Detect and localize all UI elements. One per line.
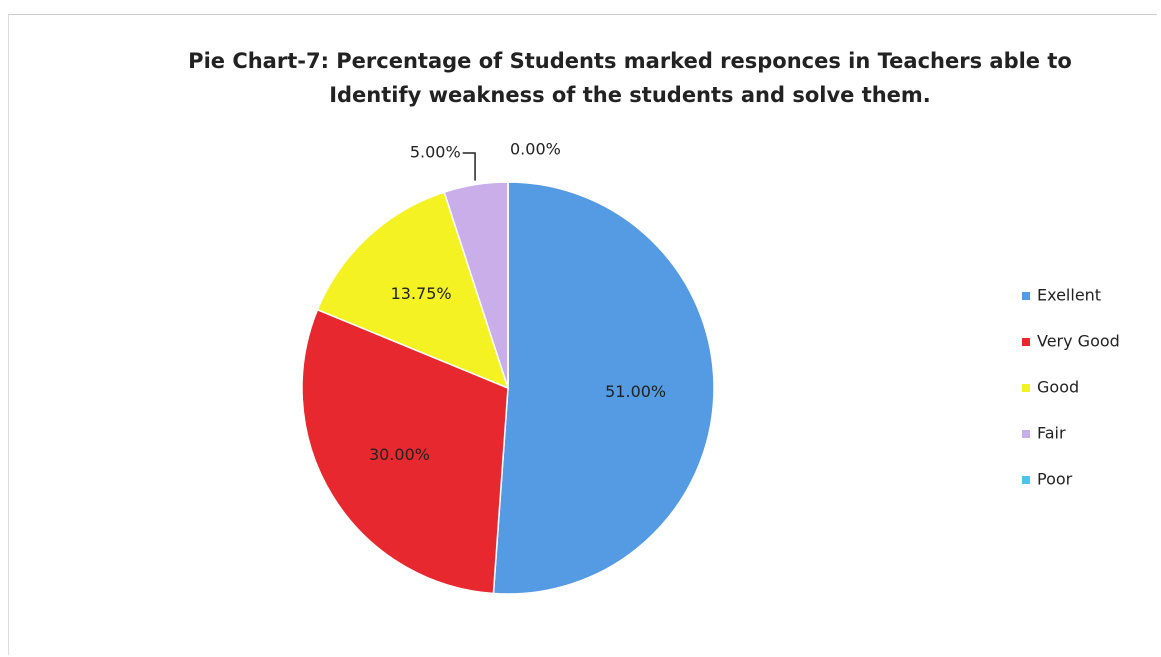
leader-line: [462, 152, 476, 181]
data-label: 5.00%: [410, 142, 461, 161]
frame: [8, 14, 1157, 655]
data-label: 51.00%: [605, 382, 666, 401]
legend-label: Very Good: [1037, 332, 1120, 351]
legend-swatch: [1022, 292, 1030, 300]
pie-slice: [492, 181, 715, 595]
legend-label: Exellent: [1037, 286, 1101, 305]
pie-slice: [301, 308, 509, 595]
data-label: 0.00%: [510, 140, 561, 159]
data-label: 13.75%: [391, 284, 452, 303]
data-label: 30.00%: [369, 445, 430, 464]
legend-swatch: [1022, 338, 1030, 346]
pie-slice: [316, 191, 510, 390]
legend-label: Fair: [1037, 424, 1066, 443]
legend-swatch: [1022, 384, 1030, 392]
legend-label: Poor: [1037, 470, 1073, 489]
legend-label: Good: [1037, 378, 1079, 397]
chart-title: Pie Chart-7: Percentage of Students mark…: [188, 49, 1072, 107]
legend-swatch: [1022, 430, 1030, 438]
legend-swatch: [1022, 476, 1030, 484]
